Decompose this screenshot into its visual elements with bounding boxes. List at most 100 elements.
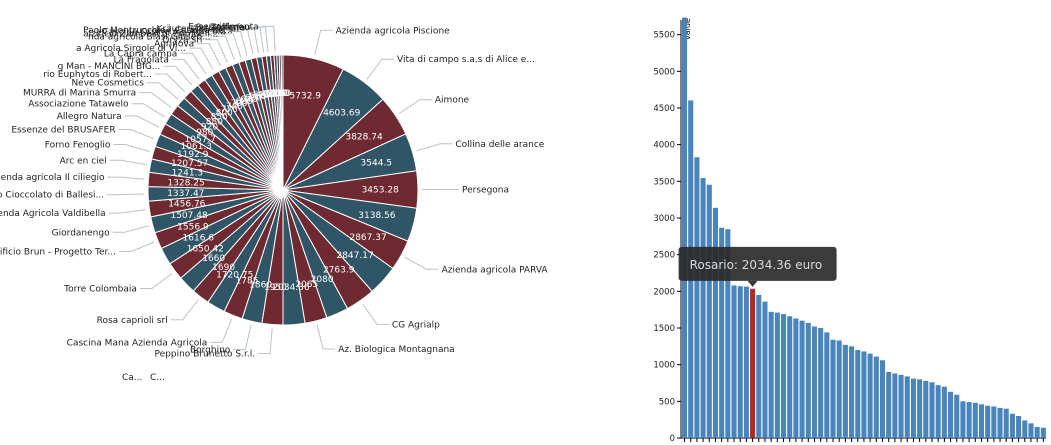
bar[interactable] [991,406,997,438]
bar[interactable] [861,351,867,438]
bar[interactable] [737,286,743,438]
bar[interactable] [780,314,787,438]
slice-value-label: 1337.47 [167,189,204,199]
bar[interactable] [954,394,960,438]
bar[interactable] [830,339,836,438]
bar[interactable] [818,328,824,438]
slice-name-label: rio Euphytos di Robert... [43,70,152,80]
bar[interactable] [774,312,780,438]
bar[interactable] [811,326,817,438]
bar[interactable] [725,229,731,438]
bar[interactable] [929,382,935,438]
slice-name-label: Rosa caprioli srl [97,316,168,326]
leader-line [139,273,173,289]
slice-value-label: 1690 [212,263,235,273]
slice-name-label: alzificio Zambelli di Zambell... [83,30,218,40]
bar[interactable] [799,320,805,438]
bar[interactable] [1009,413,1015,438]
bar[interactable] [731,285,737,438]
pie-slice[interactable] [280,54,284,191]
bar[interactable] [879,360,886,438]
bar[interactable] [935,385,941,438]
bar[interactable] [1003,408,1009,438]
bar[interactable] [1016,416,1022,438]
y-tick-label: 0 [670,434,675,444]
slice-value-label: 1720.75 [216,270,253,280]
slice-value-label: 600 [245,93,262,103]
bar[interactable] [904,376,910,438]
bar[interactable] [762,301,768,438]
slice-value-label: 740 [226,102,243,112]
leader-line [316,324,336,350]
slice-value-label: 420 [261,90,278,100]
bar[interactable] [966,402,972,438]
bar[interactable] [743,286,749,438]
slice-name-label: Persegona [462,185,509,195]
bar[interactable] [855,350,861,438]
bar[interactable] [941,386,947,438]
tooltip-box [678,246,837,281]
slice-value-label: 1061.3 [181,142,213,152]
bar[interactable] [917,379,923,438]
bar[interactable] [960,401,966,438]
bar[interactable] [805,322,811,438]
bar[interactable] [985,405,991,438]
bar[interactable] [997,407,1003,438]
bar[interactable] [948,391,954,438]
slice-value-label: 1785 [236,276,259,286]
bar[interactable] [719,227,725,438]
leader-line [248,27,265,53]
leader-line [188,47,214,70]
bar[interactable] [978,404,985,438]
bar[interactable] [923,380,929,438]
slice-name-label: MURRA di Marina Smurra [23,89,136,99]
bar[interactable] [694,157,700,439]
y-tick-label: 500 [659,397,675,407]
bar[interactable] [898,374,904,438]
bar[interactable] [886,372,892,438]
bar[interactable] [1040,427,1046,438]
bar[interactable] [849,346,855,438]
bar[interactable] [712,207,718,438]
bar[interactable] [1028,423,1034,438]
bar[interactable] [700,178,706,438]
y-tick-label: 4000 [653,141,675,151]
slice-value-label: 800 [216,109,233,119]
slice-value-label: 380 [264,89,281,99]
bar[interactable] [867,353,873,438]
tooltip-arrow [747,280,758,287]
slice-name-label: Oryza srl [162,36,202,46]
bar[interactable] [756,295,762,438]
bar[interactable] [1022,420,1028,438]
bar[interactable] [682,17,688,439]
bar[interactable] [824,332,830,438]
slice-name-label: Mokafe [213,24,246,34]
slice-name-label: Agrinova [154,40,194,50]
bar[interactable] [842,344,848,438]
pie-slices [147,54,419,326]
bar[interactable] [972,402,978,438]
bar[interactable] [1034,427,1040,438]
slice-name-label: nda agricola Blasi Giusep... [88,32,211,42]
bar[interactable] [836,340,842,438]
bar[interactable] [910,378,916,438]
bar[interactable] [706,184,712,438]
slice-value-label: 3453.28 [362,186,399,196]
bar[interactable] [768,311,774,438]
bar[interactable] [873,356,879,438]
bar[interactable] [892,373,898,438]
leader-line [398,99,432,114]
bar[interactable] [750,288,756,438]
slice-value-label: 260 [269,89,286,99]
slice-name-label: La Capra campa [104,49,177,59]
bar[interactable] [793,318,799,438]
slice-value-label: 2080 [311,275,334,285]
bar[interactable] [787,316,793,438]
slice-value-label: 490 [257,90,274,100]
slice-value-label: 1507.48 [170,211,207,221]
leader-line [253,26,269,52]
leader-line [146,82,179,100]
leader-line [118,129,154,140]
